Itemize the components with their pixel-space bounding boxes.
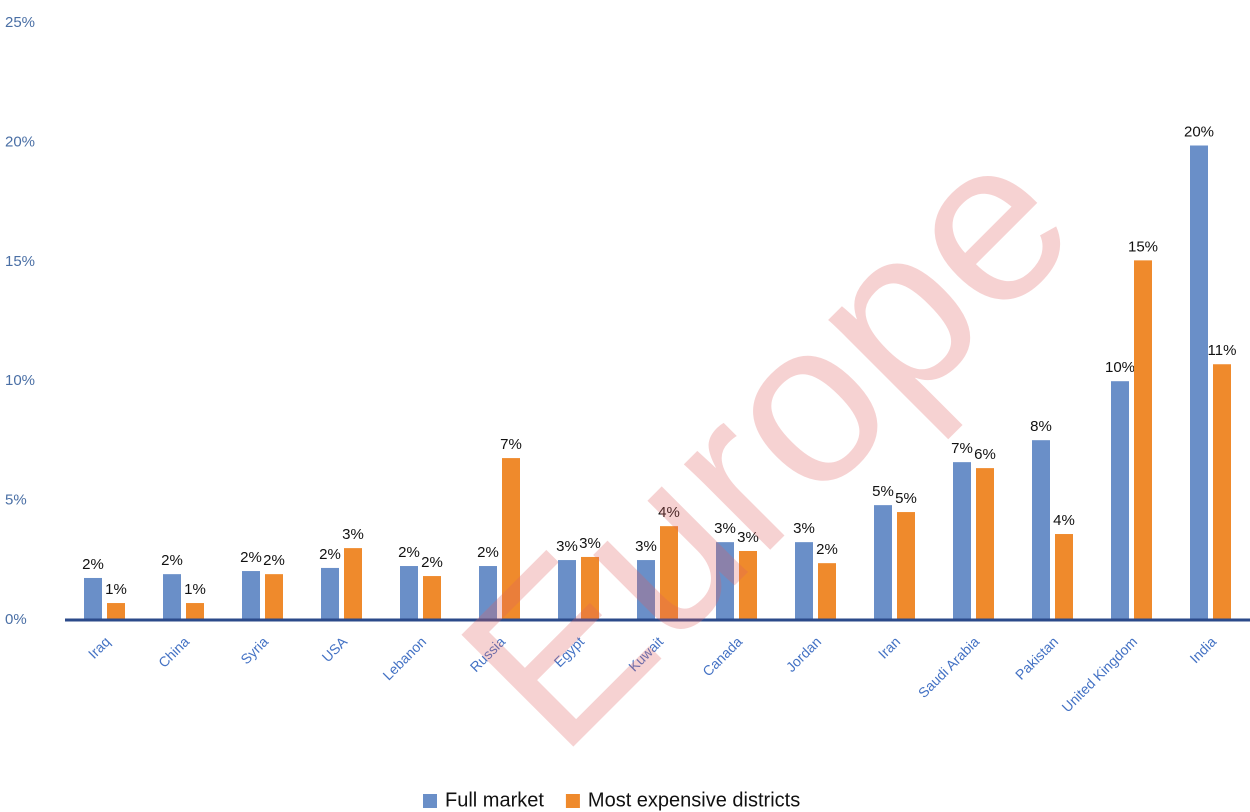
- bar: [874, 505, 892, 620]
- value-label: 7%: [951, 440, 973, 457]
- bar: [163, 574, 181, 620]
- bar: [186, 603, 204, 620]
- bar: [581, 556, 599, 620]
- bar: [265, 574, 283, 620]
- x-tick-label: Iraq: [85, 633, 113, 661]
- value-label: 2%: [82, 556, 104, 573]
- bar: [818, 563, 836, 620]
- bar: [897, 512, 915, 620]
- value-label: 2%: [421, 554, 443, 571]
- bar: [1032, 440, 1050, 620]
- bar: [1055, 534, 1073, 620]
- bar: [423, 576, 441, 620]
- value-label: 2%: [398, 544, 420, 561]
- x-tick-label: Pakistan: [1012, 633, 1061, 682]
- x-tick-label: USA: [319, 633, 351, 665]
- value-label: 11%: [1208, 342, 1237, 359]
- value-label: 1%: [184, 581, 206, 598]
- bar: [1111, 381, 1129, 620]
- value-label: 3%: [793, 520, 815, 537]
- bar: [321, 567, 339, 620]
- x-tick-label: Syria: [237, 633, 271, 667]
- value-label: 5%: [872, 483, 894, 500]
- value-label: 2%: [161, 552, 183, 569]
- bar: [107, 603, 125, 620]
- value-label: 3%: [342, 526, 364, 543]
- value-label: 5%: [895, 490, 917, 507]
- value-label: 1%: [105, 581, 127, 598]
- legend-label: Most expensive districts: [588, 789, 800, 811]
- bar: [1190, 145, 1208, 620]
- x-tick-label: Lebanon: [379, 633, 429, 683]
- value-label: 2%: [477, 544, 499, 561]
- y-tick-label: 15%: [5, 253, 35, 270]
- bar: [976, 468, 994, 620]
- y-tick-label: 0%: [5, 611, 27, 628]
- value-label: 3%: [737, 529, 759, 546]
- bar: [479, 566, 497, 620]
- legend-swatch: [423, 794, 437, 808]
- value-label: 2%: [240, 549, 262, 566]
- x-tick-label: Saudi Arabia: [915, 633, 983, 701]
- value-label: 10%: [1105, 359, 1135, 376]
- bar: [637, 560, 655, 620]
- bar: [1213, 364, 1231, 620]
- x-tick-label: United Kingdom: [1058, 633, 1140, 715]
- bar: [716, 542, 734, 620]
- y-tick-label: 25%: [5, 14, 35, 31]
- y-tick-label: 5%: [5, 492, 27, 509]
- bar: [242, 571, 260, 620]
- value-label: 4%: [1053, 512, 1075, 529]
- value-label: 7%: [500, 436, 522, 453]
- value-label: 3%: [714, 520, 736, 537]
- y-tick-label: 20%: [5, 133, 35, 150]
- bar: [660, 526, 678, 620]
- x-tick-label: China: [155, 633, 192, 670]
- x-tick-label: Jordan: [783, 633, 825, 675]
- value-label: 6%: [974, 446, 996, 463]
- value-label: 4%: [658, 504, 680, 521]
- bar: [558, 560, 576, 620]
- legend-swatch: [565, 794, 580, 808]
- bar: [344, 548, 362, 620]
- value-label: 2%: [263, 552, 285, 569]
- value-label: 20%: [1184, 123, 1214, 140]
- value-label: 15%: [1128, 238, 1158, 255]
- x-tick-label: Iran: [875, 633, 903, 661]
- value-label: 8%: [1030, 418, 1052, 435]
- bar: [84, 577, 102, 620]
- value-label: 3%: [635, 538, 657, 555]
- value-label: 3%: [579, 535, 601, 552]
- value-label: 3%: [556, 538, 578, 555]
- legend: Full market Most expensive districts: [423, 789, 800, 811]
- bar: [1134, 260, 1152, 620]
- x-tick-label: India: [1186, 633, 1219, 666]
- bar: [739, 550, 757, 620]
- value-label: 2%: [816, 541, 838, 558]
- bar: [953, 462, 971, 620]
- bar: [795, 542, 813, 620]
- bar: [502, 458, 520, 620]
- bar: [400, 566, 418, 620]
- legend-label: Full market: [445, 789, 544, 811]
- y-tick-label: 10%: [5, 372, 35, 389]
- value-label: 2%: [319, 546, 341, 563]
